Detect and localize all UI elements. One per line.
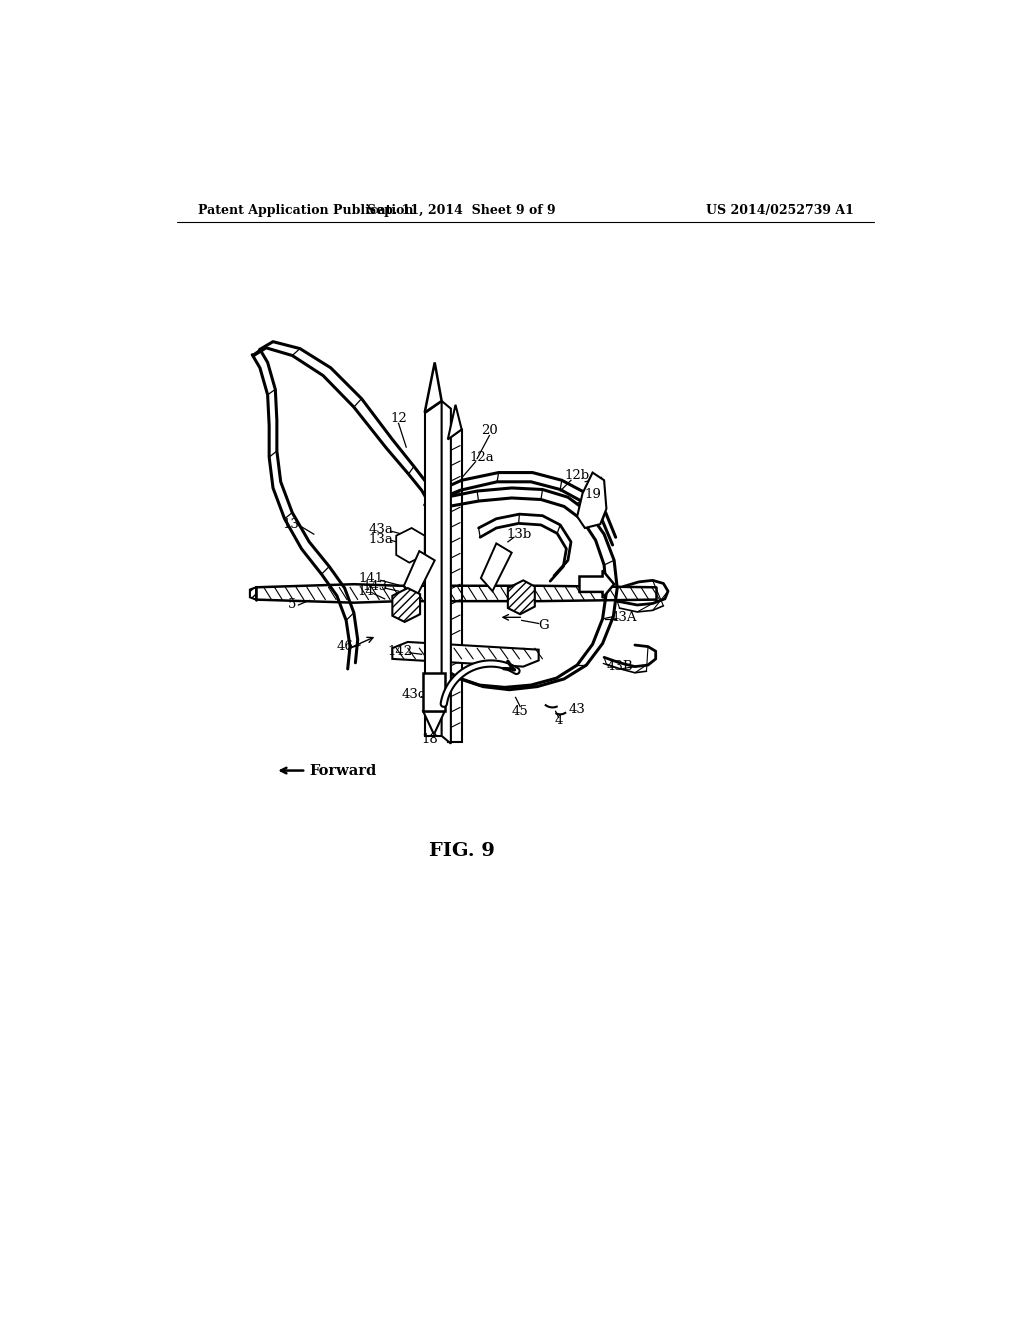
Text: 14: 14	[357, 585, 375, 598]
Polygon shape	[441, 401, 451, 743]
Text: 13b: 13b	[506, 528, 531, 541]
Text: 142: 142	[387, 644, 413, 657]
Text: FIG. 9: FIG. 9	[429, 842, 495, 861]
Text: 13a: 13a	[369, 533, 393, 546]
Text: Patent Application Publication: Patent Application Publication	[199, 205, 414, 218]
Text: 43c: 43c	[401, 688, 426, 701]
Polygon shape	[508, 581, 535, 614]
Polygon shape	[403, 552, 435, 599]
Polygon shape	[481, 544, 512, 591]
Text: 12: 12	[390, 412, 407, 425]
Polygon shape	[447, 429, 462, 742]
Text: 13: 13	[283, 519, 299, 532]
Text: 4: 4	[554, 714, 563, 727]
Text: 141: 141	[358, 573, 383, 585]
Polygon shape	[423, 711, 444, 734]
Polygon shape	[392, 589, 420, 622]
Polygon shape	[425, 363, 441, 412]
Text: 19: 19	[584, 487, 601, 500]
Text: 43: 43	[568, 704, 586, 717]
Polygon shape	[578, 473, 606, 528]
Text: 143: 143	[362, 579, 388, 593]
Text: 46: 46	[336, 640, 353, 653]
Text: Sep. 11, 2014  Sheet 9 of 9: Sep. 11, 2014 Sheet 9 of 9	[368, 205, 556, 218]
Polygon shape	[396, 528, 425, 562]
Polygon shape	[425, 401, 441, 737]
Polygon shape	[250, 587, 256, 599]
Text: 43B: 43B	[606, 660, 633, 673]
Text: 12a: 12a	[469, 450, 494, 463]
Text: G: G	[538, 619, 549, 631]
Text: 43A: 43A	[610, 611, 637, 624]
Text: 20: 20	[481, 425, 498, 437]
Polygon shape	[423, 673, 444, 711]
Text: 5: 5	[288, 598, 296, 611]
Text: 12b: 12b	[564, 469, 590, 482]
Text: 43a: 43a	[369, 523, 393, 536]
Polygon shape	[580, 570, 614, 598]
Text: US 2014/0252739 A1: US 2014/0252739 A1	[707, 205, 854, 218]
Polygon shape	[447, 405, 462, 440]
Text: Forward: Forward	[309, 763, 377, 777]
Text: 18: 18	[421, 733, 437, 746]
Polygon shape	[392, 642, 539, 667]
Text: 45: 45	[512, 705, 528, 718]
